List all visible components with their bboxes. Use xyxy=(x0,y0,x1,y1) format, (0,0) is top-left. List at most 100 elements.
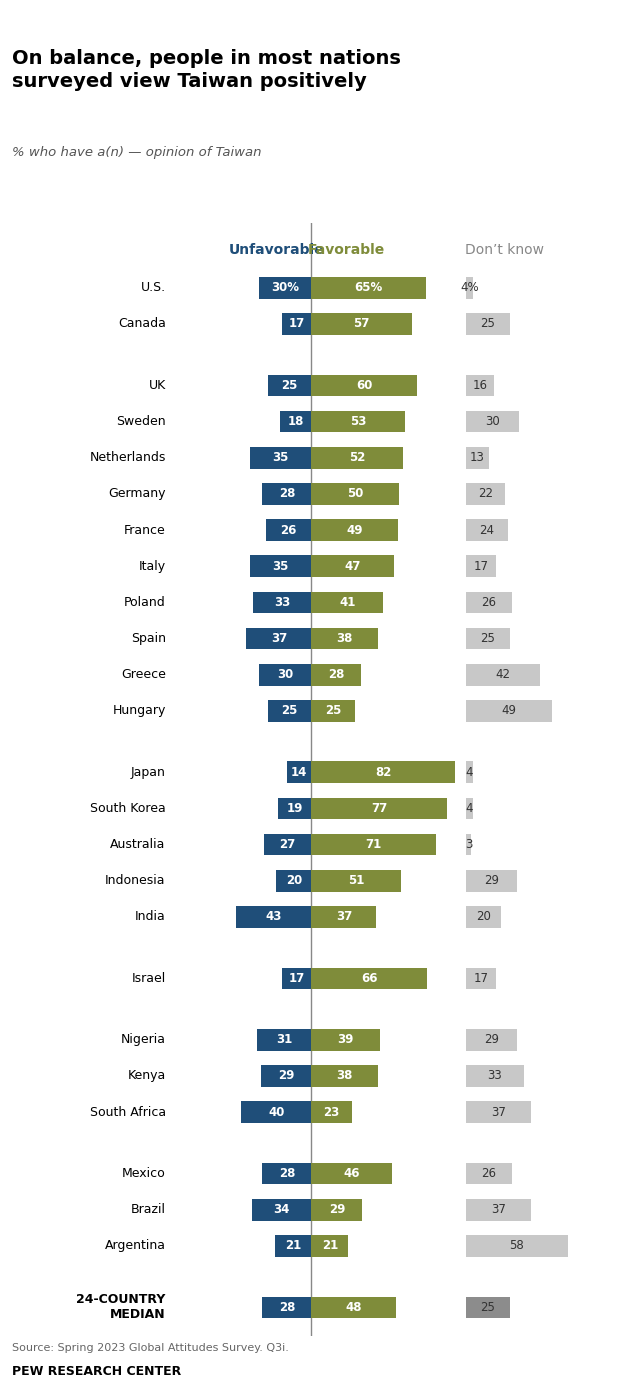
Bar xyxy=(311,411,405,433)
Text: 37: 37 xyxy=(271,632,287,644)
Bar xyxy=(466,411,519,433)
Bar xyxy=(311,483,399,505)
Bar xyxy=(277,870,311,892)
Text: 34: 34 xyxy=(273,1203,290,1217)
Text: 25: 25 xyxy=(480,1302,495,1314)
Bar xyxy=(311,313,412,335)
Text: Greece: Greece xyxy=(121,668,166,681)
Bar xyxy=(287,761,311,784)
Text: Israel: Israel xyxy=(131,972,166,986)
Text: 25: 25 xyxy=(480,317,495,330)
Text: 4%: 4% xyxy=(460,281,479,294)
Bar xyxy=(311,834,436,856)
Text: 26: 26 xyxy=(280,523,297,536)
Bar xyxy=(275,1235,311,1257)
Text: 35: 35 xyxy=(273,560,289,572)
Text: Japan: Japan xyxy=(131,766,166,778)
Text: South Africa: South Africa xyxy=(89,1105,166,1119)
Bar xyxy=(466,1199,531,1221)
Text: PEW RESEARCH CENTER: PEW RESEARCH CENTER xyxy=(12,1366,182,1378)
Bar xyxy=(466,870,517,892)
Bar xyxy=(466,628,510,649)
Text: 25: 25 xyxy=(480,632,495,644)
Bar xyxy=(241,1101,311,1123)
Bar xyxy=(466,664,540,685)
Text: 60: 60 xyxy=(356,379,373,393)
Bar xyxy=(311,1162,392,1185)
Text: 35: 35 xyxy=(273,451,289,465)
Text: 24-COUNTRY
MEDIAN: 24-COUNTRY MEDIAN xyxy=(76,1293,166,1321)
Text: Favorable: Favorable xyxy=(308,242,385,258)
Text: 42: 42 xyxy=(495,668,510,681)
Text: Kenya: Kenya xyxy=(127,1069,166,1083)
Text: 13: 13 xyxy=(470,451,485,465)
Bar xyxy=(280,411,311,433)
Bar xyxy=(311,700,355,721)
Bar xyxy=(262,483,311,505)
Bar xyxy=(466,834,471,856)
Text: 28: 28 xyxy=(328,668,344,681)
Bar xyxy=(311,1235,348,1257)
Bar xyxy=(250,555,311,578)
Bar xyxy=(281,967,311,990)
Text: Source: Spring 2023 Global Attitudes Survey. Q3i.: Source: Spring 2023 Global Attitudes Sur… xyxy=(12,1343,290,1353)
Bar xyxy=(311,1199,362,1221)
Bar xyxy=(268,700,311,721)
Bar xyxy=(259,664,311,685)
Text: 51: 51 xyxy=(348,874,365,887)
Bar xyxy=(466,519,508,541)
Text: Hungary: Hungary xyxy=(112,704,166,717)
Text: 17: 17 xyxy=(474,560,489,572)
Text: 30: 30 xyxy=(277,668,293,681)
Text: Spain: Spain xyxy=(131,632,166,644)
Text: 3: 3 xyxy=(465,838,472,851)
Text: 29: 29 xyxy=(484,874,499,887)
Text: Poland: Poland xyxy=(124,596,166,608)
Bar xyxy=(466,906,501,927)
Text: Germany: Germany xyxy=(108,487,166,500)
Bar xyxy=(466,1162,512,1185)
Text: Canada: Canada xyxy=(118,317,166,330)
Text: 18: 18 xyxy=(288,415,304,429)
Bar xyxy=(311,592,383,614)
Text: 39: 39 xyxy=(337,1033,354,1047)
Bar xyxy=(311,1065,378,1087)
Text: 17: 17 xyxy=(288,317,304,330)
Text: 25: 25 xyxy=(326,704,342,717)
Bar xyxy=(311,761,456,784)
Bar xyxy=(266,519,311,541)
Text: 66: 66 xyxy=(361,972,378,986)
Text: 21: 21 xyxy=(322,1239,338,1253)
Text: 28: 28 xyxy=(278,487,295,500)
Bar xyxy=(466,700,552,721)
Text: 29: 29 xyxy=(329,1203,345,1217)
Bar xyxy=(236,906,311,927)
Text: 28: 28 xyxy=(278,1302,295,1314)
Bar xyxy=(262,1296,311,1318)
Text: 26: 26 xyxy=(481,1166,497,1180)
Text: 53: 53 xyxy=(350,415,366,429)
Text: Don’t know: Don’t know xyxy=(465,242,544,258)
Bar xyxy=(466,313,510,335)
Text: 25: 25 xyxy=(281,379,298,393)
Text: Italy: Italy xyxy=(138,560,166,572)
Bar xyxy=(311,374,417,397)
Bar xyxy=(466,483,505,505)
Bar xyxy=(466,967,496,990)
Text: 37: 37 xyxy=(491,1105,506,1119)
Text: U.S.: U.S. xyxy=(141,281,166,294)
Text: 30: 30 xyxy=(485,415,500,429)
Bar xyxy=(466,592,512,614)
Text: 38: 38 xyxy=(337,1069,353,1083)
Text: 16: 16 xyxy=(472,379,487,393)
Bar xyxy=(264,834,311,856)
Bar xyxy=(466,1235,568,1257)
Bar xyxy=(250,447,311,469)
Bar xyxy=(311,967,427,990)
Text: 33: 33 xyxy=(274,596,291,608)
Text: 25: 25 xyxy=(281,704,298,717)
Bar xyxy=(466,374,494,397)
Text: France: France xyxy=(124,523,166,536)
Text: 38: 38 xyxy=(337,632,353,644)
Text: 47: 47 xyxy=(345,560,361,572)
